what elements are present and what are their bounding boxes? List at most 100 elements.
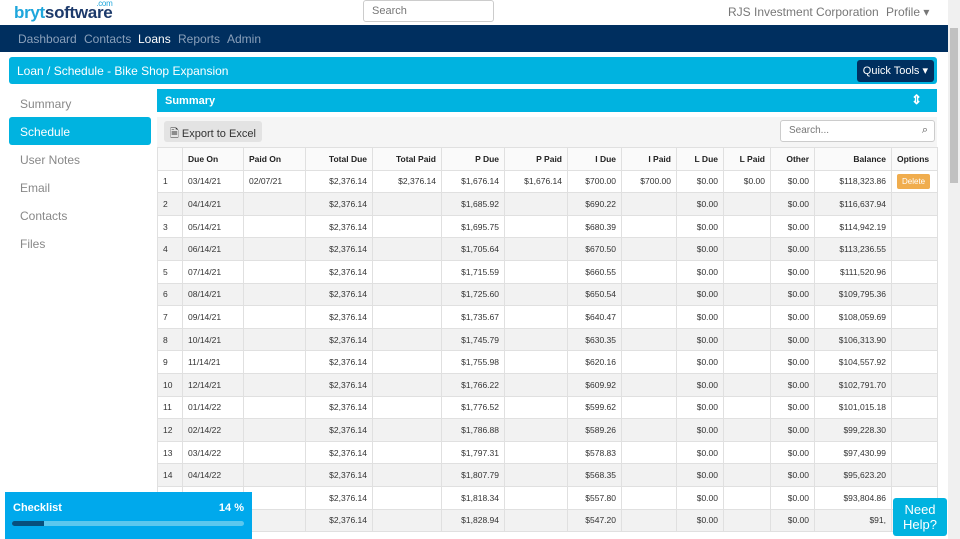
table-cell	[723, 463, 771, 487]
column-header[interactable]: I Paid	[621, 147, 677, 171]
table-cell: $97,430.99	[814, 440, 892, 465]
checklist-progress-fill	[12, 521, 45, 526]
table-cell: $0.00	[770, 214, 815, 239]
table-cell	[723, 485, 771, 510]
table-row: 10 12/14/21 $2,376.14 $1,766.22 $609.92 $0.00…	[157, 372, 938, 397]
sidebar-item-files[interactable]: Files	[20, 237, 46, 251]
column-header[interactable]: Due On	[182, 147, 244, 171]
table-cell	[891, 350, 938, 374]
nav-reports[interactable]: Reports	[178, 32, 221, 46]
table-cell	[504, 372, 568, 397]
column-header[interactable]: Total Due	[305, 147, 373, 171]
table-cell: $0.00	[770, 259, 815, 284]
table-cell: 2	[157, 192, 183, 216]
table-cell	[723, 508, 771, 533]
table-cell: $114,942.19	[814, 214, 892, 239]
column-header[interactable]	[157, 147, 183, 171]
table-cell: $700.00	[621, 169, 677, 194]
table-cell: $0.00	[770, 350, 815, 374]
table-cell	[621, 327, 677, 352]
column-header[interactable]: L Due	[676, 147, 724, 171]
collapse-icon[interactable]: ⇕	[911, 92, 922, 107]
table-cell: $557.80	[567, 485, 622, 510]
nav-admin[interactable]: Admin	[227, 32, 262, 46]
column-header[interactable]: P Due	[441, 147, 505, 171]
table-cell	[723, 418, 771, 442]
table-cell	[891, 327, 938, 352]
table-toolbar: 🗎 Export to Excel Search... ⌕	[157, 117, 937, 147]
table-cell	[372, 192, 442, 216]
column-header[interactable]: P Paid	[504, 147, 568, 171]
table-cell	[243, 350, 306, 374]
table-cell	[621, 214, 677, 239]
scrollbar[interactable]	[948, 0, 960, 539]
table-cell	[504, 327, 568, 352]
company-name[interactable]: RJS Investment Corporation	[728, 5, 879, 19]
table-cell: $670.50	[567, 237, 622, 261]
sidebar-item-schedule[interactable]: Schedule	[9, 117, 151, 145]
nav-contacts[interactable]: Contacts	[84, 32, 132, 46]
table-cell	[243, 508, 306, 533]
table-cell	[621, 395, 677, 420]
column-header[interactable]: Total Paid	[372, 147, 442, 171]
sidebar-item-email[interactable]: Email	[20, 181, 51, 195]
table-cell	[372, 259, 442, 284]
search-icon: ⌕	[921, 124, 928, 136]
quick-tools-button[interactable]: Quick Tools ▾	[856, 60, 934, 82]
table-cell	[723, 395, 771, 420]
table-cell: $0.00	[676, 259, 724, 284]
checklist-widget[interactable]: Checklist 14 %	[5, 492, 252, 539]
logo[interactable]: brytsoftware .com	[14, 0, 113, 22]
table-row: 4 06/14/21 $2,376.14 $1,705.64 $670.50 $0.00 $…	[157, 237, 938, 261]
table-cell: $0.00	[770, 327, 815, 352]
table-cell: $1,776.52	[441, 395, 505, 420]
table-cell: $0.00	[676, 192, 724, 216]
need-help-button[interactable]: Need Help?	[893, 498, 947, 536]
table-cell	[723, 372, 771, 397]
table-cell: 06/14/21	[182, 237, 244, 261]
table-cell	[723, 282, 771, 307]
nav-loans[interactable]: Loans	[138, 32, 171, 46]
table-cell: 1	[157, 169, 183, 194]
table-cell	[504, 508, 568, 533]
sidebar-item-contacts[interactable]: Contacts	[20, 209, 68, 223]
sidebar-item-summary[interactable]: Summary	[20, 97, 72, 111]
column-header[interactable]: Balance	[814, 147, 892, 171]
table-cell	[891, 395, 938, 420]
table-cell: $620.16	[567, 350, 622, 374]
table-cell	[372, 440, 442, 465]
export-excel-button[interactable]: 🗎 Export to Excel	[164, 121, 262, 142]
table-cell	[504, 237, 568, 261]
table-cell	[723, 305, 771, 329]
table-cell: $2,376.14	[305, 485, 373, 510]
checklist-title: Checklist	[13, 502, 62, 514]
table-cell	[723, 440, 771, 465]
table-cell	[243, 418, 306, 442]
column-header[interactable]: Options	[891, 147, 938, 171]
logo-suffix: .com	[96, 0, 113, 8]
table-cell	[891, 305, 938, 329]
table-cell: $1,685.92	[441, 192, 505, 216]
table-cell	[723, 192, 771, 216]
summary-header: Summary ⇕	[157, 89, 937, 112]
table-cell: $106,313.90	[814, 327, 892, 352]
table-cell: $111,520.96	[814, 259, 892, 284]
delete-button[interactable]: Delete	[897, 174, 931, 190]
table-cell: $568.35	[567, 463, 622, 487]
profile-menu[interactable]: Profile ▾	[886, 5, 930, 19]
global-search-input[interactable]: Search	[363, 0, 494, 22]
table-cell: 10/14/21	[182, 327, 244, 352]
nav-dashboard[interactable]: Dashboard	[18, 32, 77, 46]
column-header[interactable]: Other	[770, 147, 815, 171]
table-cell: 03/14/22	[182, 440, 244, 465]
table-cell: 10	[157, 372, 183, 397]
table-cell: $95,623.20	[814, 463, 892, 487]
column-header[interactable]: I Due	[567, 147, 622, 171]
table-search-input[interactable]: Search... ⌕	[780, 120, 935, 142]
table-cell: $0.00	[676, 440, 724, 465]
column-header[interactable]: Paid On	[243, 147, 306, 171]
scrollbar-thumb[interactable]	[950, 28, 958, 183]
sidebar-item-user-notes[interactable]: User Notes	[20, 153, 81, 167]
table-cell: $116,637.94	[814, 192, 892, 216]
column-header[interactable]: L Paid	[723, 147, 771, 171]
